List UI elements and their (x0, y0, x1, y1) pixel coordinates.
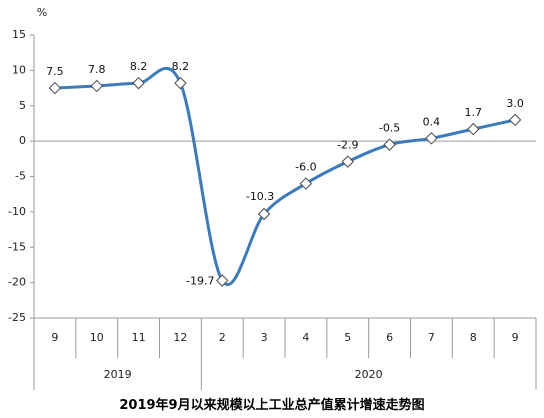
data-label: 3.0 (506, 97, 524, 110)
data-label: -0.5 (379, 122, 400, 135)
series-path (54, 67, 516, 286)
data-point (341, 155, 354, 168)
data-label: 1.7 (465, 106, 483, 119)
data-point (132, 76, 145, 90)
data-point (425, 132, 438, 145)
y-tick-label: 5 (19, 99, 26, 112)
y-tick-label: -25 (8, 311, 26, 324)
data-label: -2.9 (337, 139, 358, 152)
data-point (299, 177, 313, 190)
x-tick-label: 4 (302, 331, 309, 344)
y-tick-label: -10 (8, 205, 26, 218)
data-label: 8.2 (130, 60, 148, 73)
data-label: 0.4 (423, 115, 441, 128)
data-label: 7.5 (46, 65, 64, 78)
chart-axes (30, 34, 537, 390)
chart-title: 2019年9月以来规模以上工业总产值累计增速走势图 (119, 397, 424, 413)
data-labels: 7.5 7.8 8.2 8.2 -19.7 -10.3 -6.0 -2.9 -0.5 0.4 1.7… (46, 60, 524, 287)
data-point (467, 122, 480, 136)
data-point (90, 79, 103, 93)
y-axis-ticks: -25 -20 -15 -10 -5 0 5 10 15 (8, 28, 26, 324)
y-tick-label: -5 (15, 170, 26, 183)
year-label: 2019 (104, 368, 132, 381)
data-point (383, 138, 396, 151)
y-tick-label: -20 (8, 276, 26, 289)
data-point (216, 274, 229, 287)
x-tick-label: 9 (512, 331, 519, 344)
data-label: -19.7 (186, 275, 214, 288)
data-point (508, 113, 522, 127)
data-point (48, 81, 62, 95)
y-unit-label: % (37, 6, 47, 19)
y-tick-label: 15 (12, 28, 26, 41)
y-tick-label: 0 (19, 134, 26, 147)
data-label: -6.0 (295, 161, 316, 174)
data-label: 8.2 (172, 60, 190, 73)
x-tick-label: 5 (344, 331, 351, 344)
year-label: 2020 (355, 368, 383, 381)
x-tick-label: 10 (90, 331, 104, 344)
year-group-labels: 2019 2020 (104, 368, 383, 381)
x-tick-label: 2 (219, 331, 226, 344)
data-markers (48, 76, 522, 287)
series-line (54, 67, 516, 286)
y-tick-label: 10 (12, 63, 26, 76)
data-label: -10.3 (246, 190, 274, 203)
data-point (257, 207, 271, 221)
x-tick-label: 12 (173, 331, 187, 344)
x-tick-label: 7 (428, 331, 435, 344)
x-tick-label: 6 (386, 331, 393, 344)
x-tick-label: 8 (470, 331, 477, 344)
data-point (174, 76, 187, 90)
x-tick-label: 9 (51, 331, 58, 344)
x-tick-label: 3 (261, 331, 268, 344)
y-tick-label: -15 (8, 240, 26, 253)
x-axis-ticks: 9 10 11 12 2 3 4 5 6 7 8 9 (51, 331, 518, 344)
x-tick-label: 11 (132, 331, 146, 344)
data-label: 7.8 (88, 63, 106, 76)
